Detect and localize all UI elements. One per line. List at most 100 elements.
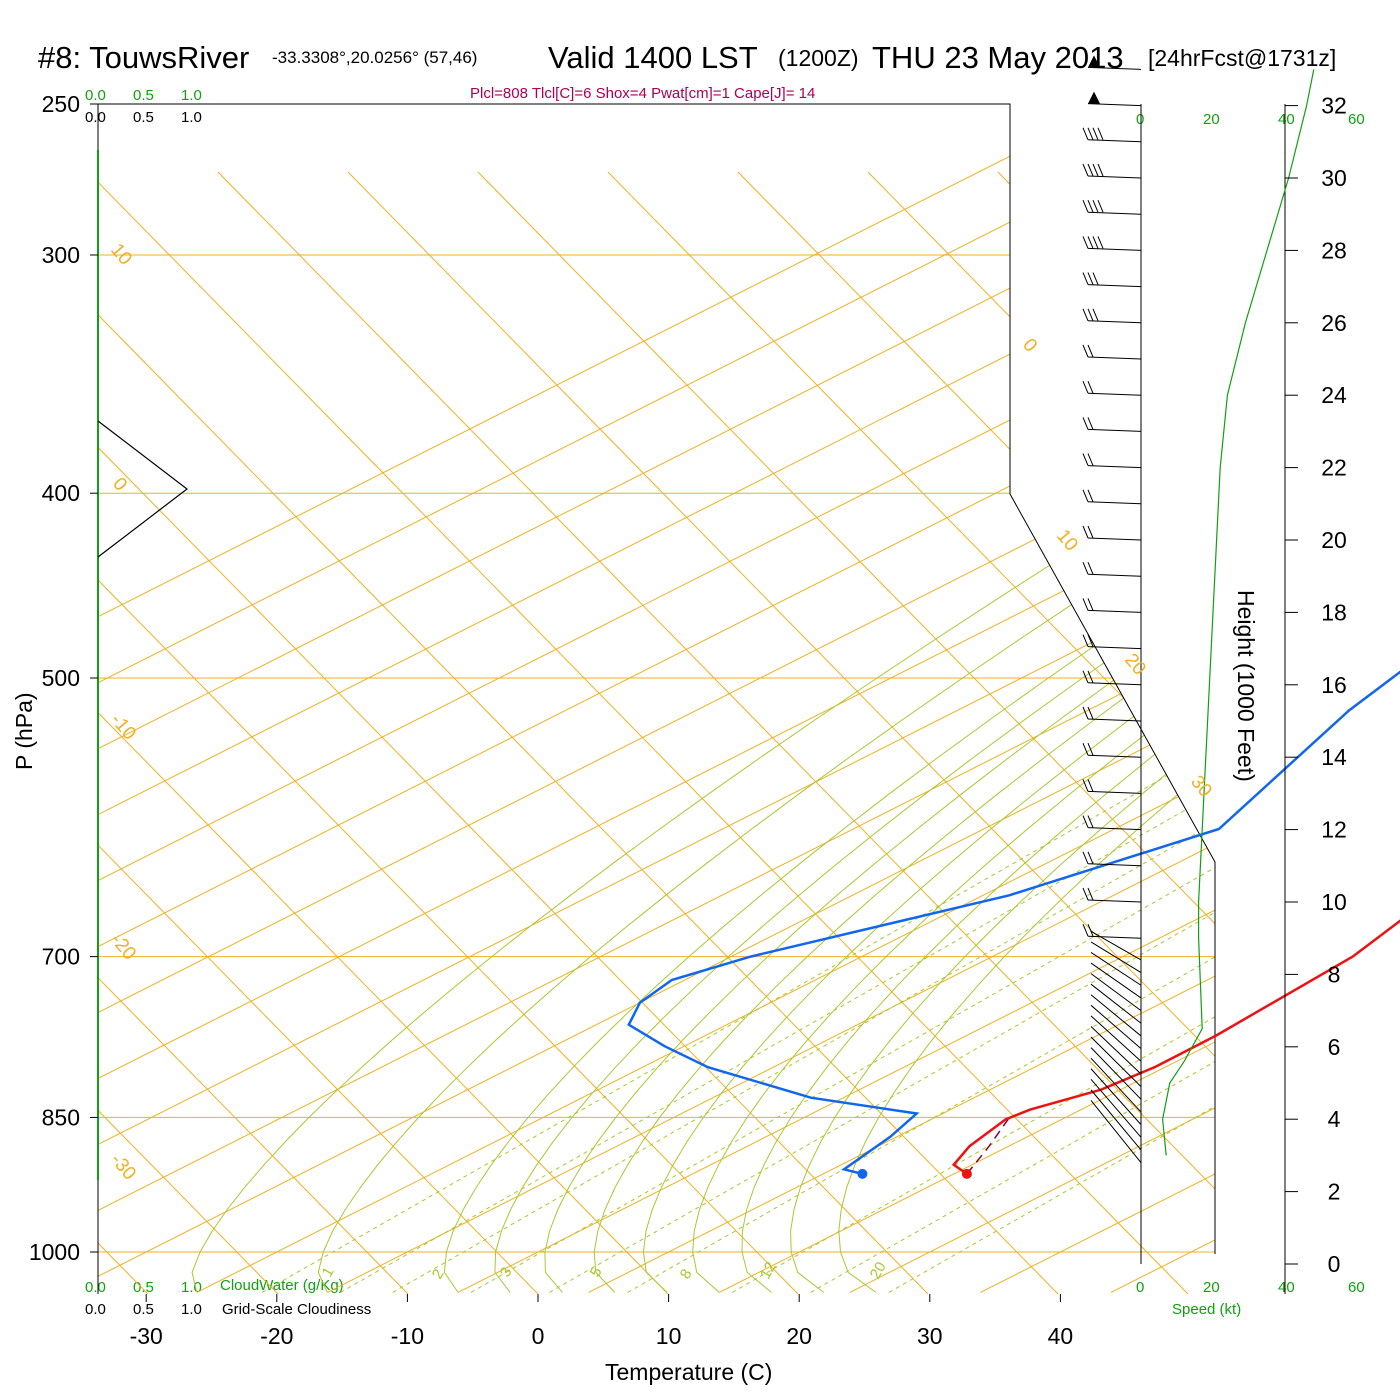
wind-barb <box>1090 973 1142 1012</box>
cloudwater-tick: 0.5 <box>133 1279 154 1296</box>
wind-barb <box>1087 573 1142 577</box>
wind-barb-feather <box>1087 779 1094 792</box>
pressure-tick-label: 400 <box>42 480 80 506</box>
moist-adiabat-line <box>593 104 1215 1293</box>
isotherm-line <box>457 104 1215 1293</box>
x-tick-label: -10 <box>391 1323 424 1349</box>
parcel-path-line <box>966 1116 1011 1175</box>
wind-barb-feather <box>1087 272 1094 285</box>
moist-adiabat-line <box>642 104 1215 1293</box>
height-tick-label: 24 <box>1321 382 1347 408</box>
cloudwater-tick: 1.0 <box>181 87 202 104</box>
isotherm-label: 20 <box>1120 650 1150 680</box>
wind-barb-feather <box>1087 344 1094 358</box>
height-tick-label: 2 <box>1328 1179 1341 1205</box>
isotherm-label: 10 <box>1052 526 1082 556</box>
height-tick-label: 8 <box>1328 961 1341 987</box>
moist-adiabat-line <box>692 104 1215 1293</box>
wind-barb <box>1090 1100 1142 1163</box>
isotherm-line <box>98 104 1215 1293</box>
wind-barb-feather <box>1087 489 1094 502</box>
height-tick-label: 0 <box>1328 1251 1341 1277</box>
wind-barb-flag <box>1088 91 1100 104</box>
wind-barb <box>1090 1036 1142 1087</box>
pressure-tick-label: 1000 <box>29 1239 80 1265</box>
height-tick-label: 6 <box>1328 1034 1341 1060</box>
wind-barb-feather <box>1082 706 1089 720</box>
wind-barb-feather <box>1092 163 1099 177</box>
speed-tick-top: 60 <box>1348 111 1365 128</box>
moist-adiabat-line <box>741 104 1215 1293</box>
wind-barb-feather <box>1082 851 1089 864</box>
wind-barb <box>1087 103 1142 107</box>
dewpoint-profile-line <box>627 670 1400 1176</box>
wind-barb-feather <box>1092 127 1099 140</box>
wind-barb-feather <box>1097 200 1104 213</box>
wind-barb-feather <box>1097 236 1104 249</box>
height-tick-label: 4 <box>1328 1106 1341 1132</box>
wind-speed-profile <box>1161 69 1315 1156</box>
isotherm-label: -30 <box>106 1150 140 1185</box>
isotherm-label: 10 <box>106 240 136 270</box>
cloudiness-profile <box>97 420 188 558</box>
wind-barb-feather <box>1082 779 1089 792</box>
height-tick-label: 12 <box>1321 817 1347 843</box>
wind-barb <box>1087 211 1142 215</box>
wind-barb-feather <box>1082 163 1089 177</box>
surface-temperature-dot <box>961 1168 972 1179</box>
moist-adiabat-line <box>191 104 1215 1293</box>
x-tick-label: 30 <box>917 1323 943 1349</box>
station-title: #8: TouwsRiver <box>38 40 249 75</box>
isotherm-line <box>98 104 1215 1293</box>
cloud-scale-top: 0.0 0.5 1.0 0.0 0.5 1.0 <box>85 87 202 126</box>
wind-barb-feather <box>1082 200 1089 213</box>
wind-barb <box>1087 320 1142 324</box>
isotherm-line <box>98 104 1215 1293</box>
plot-frame <box>97 103 1216 1294</box>
wind-barb <box>1087 139 1142 143</box>
speed-tick-bottom: 40 <box>1278 1279 1295 1296</box>
mixing-ratio-line <box>732 492 1215 1293</box>
forecast-info: [24hrFcst@1731z] <box>1148 45 1336 71</box>
height-tick-label: 26 <box>1321 310 1347 336</box>
dry-adiabat-line <box>737 171 1215 1294</box>
wind-barb <box>1087 718 1142 722</box>
wind-barb <box>1090 1089 1142 1151</box>
height-tick-label: 10 <box>1321 889 1347 915</box>
height-tick-label: 22 <box>1321 455 1347 481</box>
pressure-tick-label: 850 <box>42 1104 80 1130</box>
cloudiness-tick: 0.5 <box>133 1301 154 1318</box>
wind-barb <box>1090 1015 1142 1062</box>
wind-barb-feather <box>1082 272 1089 285</box>
isotherm-line <box>588 104 1215 1293</box>
wind-barb-feather <box>1092 200 1099 213</box>
wind-barb-feather <box>1092 236 1099 249</box>
wind-barb <box>1090 952 1142 986</box>
wind-barb-feather <box>1082 924 1089 937</box>
dry-adiabat-line <box>217 171 1215 1294</box>
isotherm-line <box>98 104 1215 1293</box>
x-tick-label: -20 <box>260 1323 293 1349</box>
wind-barb <box>1087 609 1142 613</box>
isotherm-label: 0 <box>1018 335 1041 357</box>
wind-barb-feather <box>1082 815 1089 828</box>
wind-barb <box>1090 1078 1142 1138</box>
mixing-ratio-label: 3 <box>497 1264 516 1280</box>
height-tick-label: 16 <box>1321 672 1347 698</box>
wind-barb <box>1087 863 1142 867</box>
wind-barb <box>1087 392 1142 396</box>
cloudwater-tick: 0.5 <box>133 87 154 104</box>
height-tick-label: 18 <box>1321 599 1347 625</box>
surface-dewpoint-dot <box>857 1168 868 1179</box>
wind-barb <box>1087 790 1142 794</box>
speed-scale: 0 20 40 60 0 20 40 60 Speed (kt) <box>1136 111 1365 1318</box>
wind-barb-feather <box>1082 453 1089 466</box>
wind-barb-feather <box>1087 815 1094 828</box>
speed-tick-bottom: 20 <box>1203 1279 1220 1296</box>
dry-adiabat-line <box>98 171 799 1294</box>
wind-barb-feather <box>1087 851 1094 864</box>
wind-barb <box>1087 754 1142 758</box>
moist-adiabat-line <box>838 104 1215 1293</box>
pressure-tick-label: 500 <box>42 665 80 691</box>
